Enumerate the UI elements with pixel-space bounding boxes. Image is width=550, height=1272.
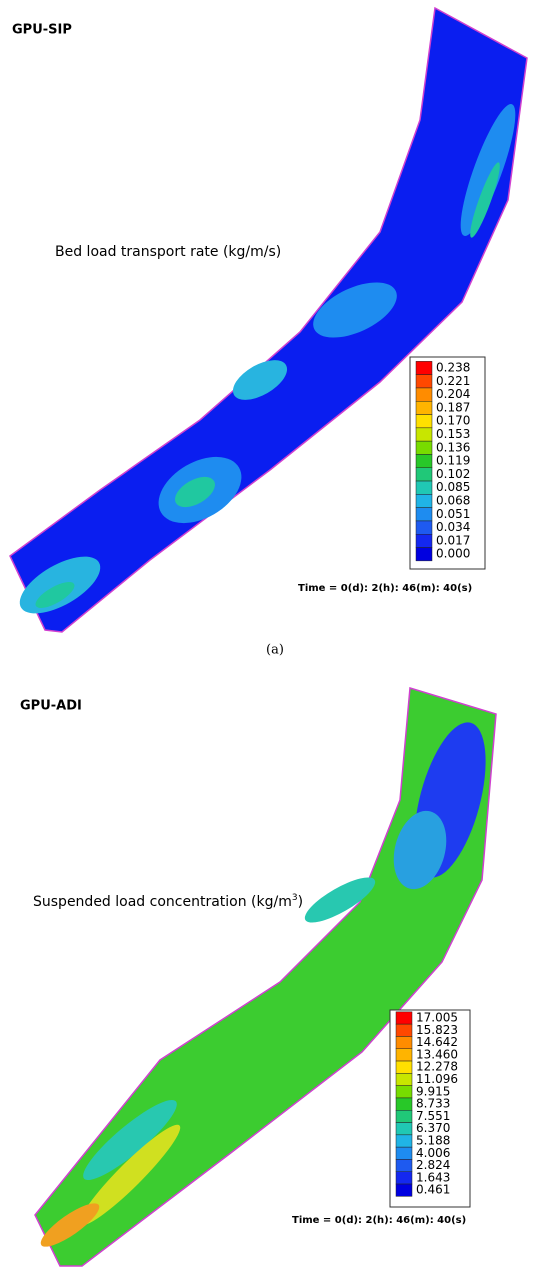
legend-swatch (415, 440, 433, 455)
legend-label: 0.034 (436, 520, 470, 534)
legend-label: 4.006 (416, 1146, 450, 1160)
legend-label: 13.460 (416, 1047, 458, 1061)
legend-label: 0.170 (436, 414, 470, 428)
legend-swatch (415, 401, 433, 415)
legend-label: 17.005 (416, 1011, 458, 1025)
legend-swatch (415, 507, 433, 522)
legend-swatch (415, 387, 433, 402)
legend-label: 0.068 (436, 494, 470, 508)
legend-swatch (415, 494, 433, 508)
legend-swatch (395, 1011, 413, 1025)
legend-swatch (415, 361, 433, 375)
label-text: Suspended load concentration (kg/m (33, 894, 292, 910)
legend-swatch (415, 374, 433, 389)
legend-label: 7.551 (416, 1109, 450, 1123)
caption: (a) (266, 643, 284, 658)
legend-swatch (395, 1085, 413, 1099)
legend-label: 6.370 (416, 1121, 450, 1135)
legend-swatch (415, 414, 433, 429)
legend-label: 9.915 (416, 1084, 450, 1098)
legend-label: 8.733 (416, 1097, 450, 1111)
legend-swatch (395, 1048, 413, 1062)
legend-label: 2.824 (416, 1158, 450, 1172)
label-sup: 3 (292, 893, 298, 903)
legend-swatch (415, 520, 433, 535)
legend-label: 5.188 (416, 1134, 450, 1148)
legend-label: 12.278 (416, 1060, 458, 1074)
legend-label: 0.187 (436, 400, 470, 414)
legend-swatch (395, 1073, 413, 1086)
legend-swatch (395, 1110, 413, 1123)
panel-title: GPU-ADI (20, 699, 82, 714)
legend-label: 1.643 (416, 1170, 450, 1184)
legend-swatch (395, 1097, 413, 1111)
legend-label: 0.221 (436, 374, 470, 388)
legend-label: 0.238 (436, 361, 470, 375)
legend-swatch (395, 1171, 413, 1185)
legend-label: 0.136 (436, 440, 470, 454)
panel-title: GPU-SIP (12, 23, 72, 38)
legend-swatch (395, 1122, 413, 1136)
legend-swatch (395, 1159, 413, 1172)
time-label: Time = 0(d): 2(h): 46(m): 40(s) (298, 583, 472, 594)
legend-label: 14.642 (416, 1035, 458, 1049)
variable-label: Suspended load concentration (kg/m3) (33, 893, 303, 911)
time-label: Time = 0(d): 2(h): 46(m): 40(s) (292, 1215, 466, 1226)
legend-swatch (415, 547, 433, 562)
legend-label: 0.204 (436, 387, 470, 401)
legend-label: 0.119 (436, 454, 470, 468)
legend-label: 11.096 (416, 1072, 458, 1086)
legend-swatch (415, 480, 433, 495)
legend-swatch (395, 1036, 413, 1049)
legend-label: 0.102 (436, 467, 470, 481)
legend-label: 15.823 (416, 1023, 458, 1037)
legend-label: 0.051 (436, 507, 470, 521)
variable-label: Bed load transport rate (kg/m/s) (55, 244, 281, 260)
legend-swatch (395, 1146, 413, 1160)
legend-swatch (415, 427, 433, 442)
legend-label: 0.000 (436, 547, 470, 561)
label-text: ) (298, 894, 303, 910)
legend-swatch (395, 1023, 413, 1037)
legend-swatch (395, 1134, 413, 1148)
river-b (34, 687, 497, 1267)
legend-swatch (395, 1060, 413, 1074)
legend-label: 0.153 (436, 427, 470, 441)
legend-swatch (415, 534, 433, 548)
legend-swatch (415, 454, 433, 469)
river-a (9, 6, 528, 633)
legend-label: 0.017 (436, 533, 470, 547)
legend-label: 0.461 (416, 1183, 450, 1197)
legend-swatch (415, 467, 433, 482)
legend-label: 0.085 (436, 480, 470, 494)
legend-swatch (395, 1183, 413, 1197)
